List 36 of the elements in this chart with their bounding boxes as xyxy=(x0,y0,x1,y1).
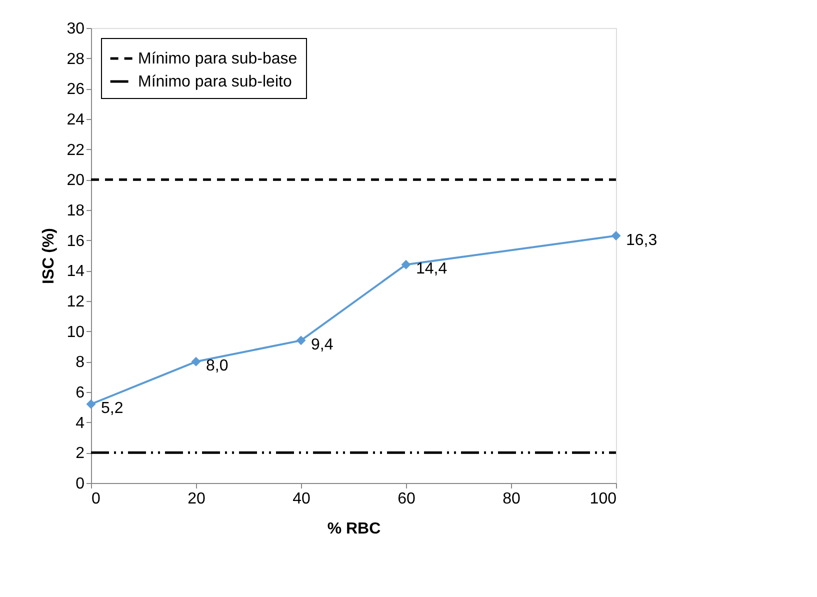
point xyxy=(86,399,96,409)
data-label: 16,3 xyxy=(626,232,658,249)
y-tick-label: 22 xyxy=(66,142,85,159)
point xyxy=(191,356,201,366)
point xyxy=(401,260,411,270)
y-tick-label: 6 xyxy=(76,384,85,402)
data-label: 5,2 xyxy=(101,400,124,418)
y-tick-label: 10 xyxy=(66,324,85,341)
x-tick-label: 80 xyxy=(502,490,520,508)
y-tick-label: 4 xyxy=(76,414,85,432)
x-tick-label: 40 xyxy=(292,490,310,508)
y-tick-label: 20 xyxy=(66,172,85,190)
legend-label: Mínimo para sub-leito xyxy=(138,74,292,90)
x-axis-title: % RBC xyxy=(327,520,382,538)
point xyxy=(611,231,621,241)
data-label: 8,0 xyxy=(206,358,228,375)
x-tick-label: 60 xyxy=(398,490,416,508)
legend-label: Mínimo para sub-base xyxy=(138,50,298,68)
point xyxy=(296,336,306,346)
y-tick-label: 8 xyxy=(76,354,85,372)
y-tick-label: 30 xyxy=(66,20,85,38)
y-tick-label: 12 xyxy=(66,294,85,310)
y-tick-label: 2 xyxy=(76,445,85,462)
data-label: 9,4 xyxy=(311,336,334,354)
y-tick-label: 26 xyxy=(66,81,85,98)
y-tick-label: 28 xyxy=(66,50,85,68)
x-tick-label: 0 xyxy=(92,490,100,508)
data-label: 14,4 xyxy=(416,260,448,278)
y-tick-label: 0 xyxy=(76,476,85,492)
y-tick-label: 18 xyxy=(66,202,85,220)
x-tick-label: 20 xyxy=(188,490,206,508)
y-tick-label: 24 xyxy=(66,112,85,128)
y-tick-label: 14 xyxy=(66,263,85,280)
x-tick-label: 100 xyxy=(590,490,617,508)
y-axis-title: ISC (%) xyxy=(40,228,58,284)
y-tick-label: 16 xyxy=(66,232,85,250)
